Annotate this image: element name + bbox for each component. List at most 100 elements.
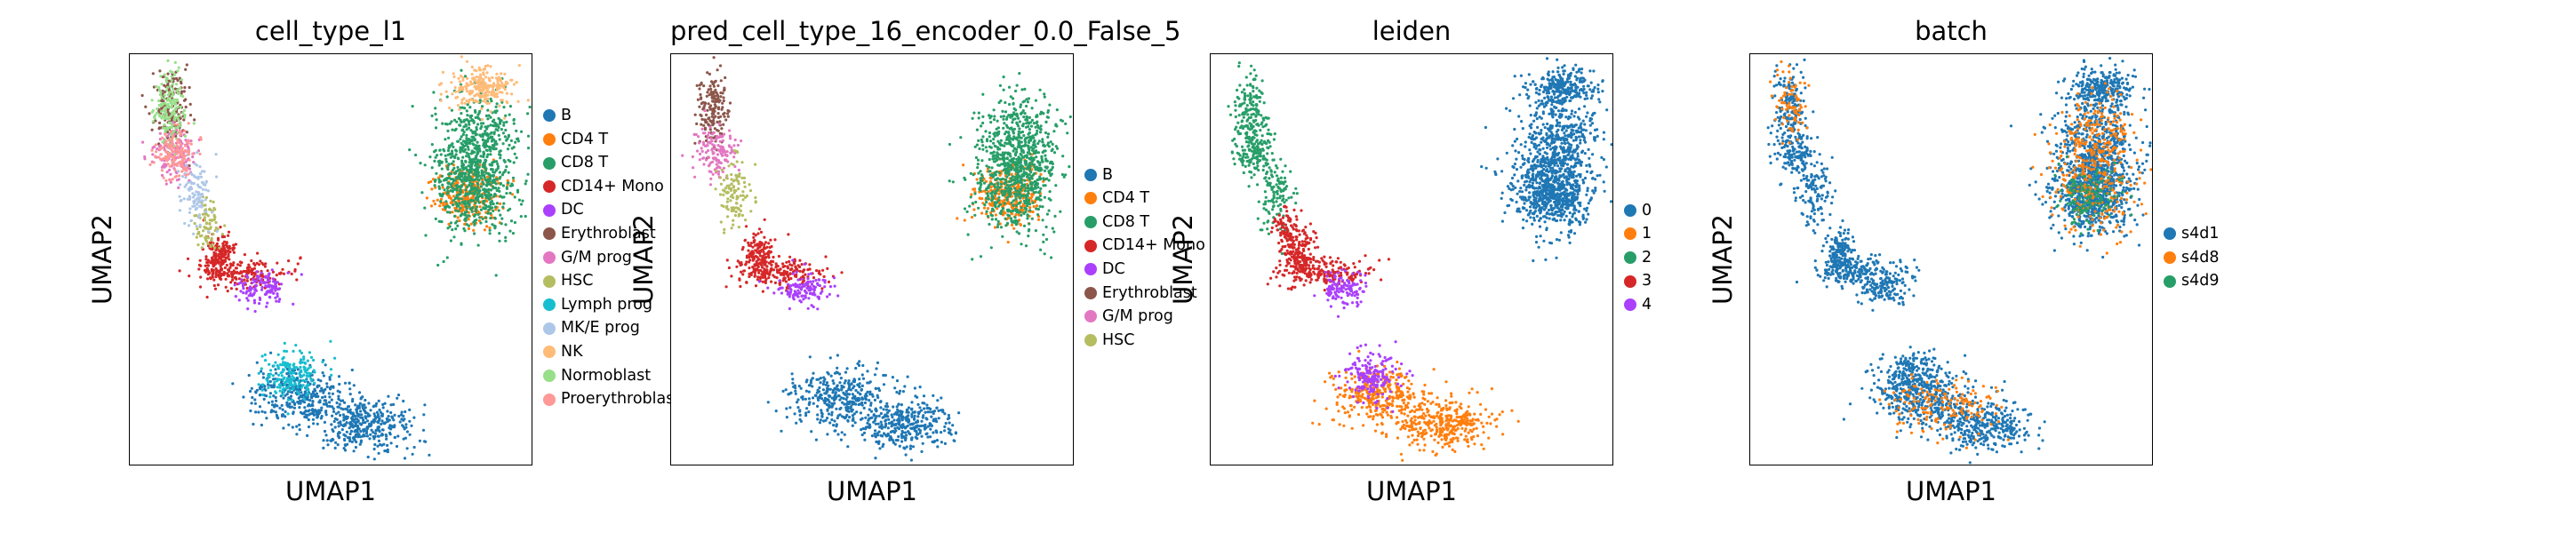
scatter-point [1039,172,1043,176]
scatter-point [516,139,520,143]
scatter-point [205,295,209,299]
scatter-point [924,410,927,414]
scatter-point [1014,195,1018,198]
scatter-point [276,281,279,284]
scatter-point [502,123,506,127]
scatter-point [258,302,261,306]
scatter-point [386,419,389,424]
scatter-point [251,294,254,298]
scatter-point [167,98,171,101]
scatter-point [464,204,468,208]
scatter-point [514,140,517,144]
scatter-point [365,419,370,423]
scatter-point [248,286,252,290]
scatter-point [486,175,490,179]
scatter-point [807,410,811,414]
scatter-point [860,428,863,432]
scatter-point [172,129,176,132]
scatter-point [182,90,186,93]
scatter-point [160,116,164,120]
scatter-point [238,264,242,267]
scatter-point [191,152,195,155]
scatter-point [176,140,180,144]
scatter-point [996,198,1001,203]
scatter-point [164,141,167,146]
scatter-point [447,147,451,150]
scatter-point [345,430,348,434]
scatter-point [268,272,271,275]
scatter-point [852,379,855,383]
scatter-point [212,200,215,203]
scatter-point [351,397,355,402]
scatter-point [408,148,412,152]
scatter-point [499,156,502,160]
scatter-point [357,391,362,394]
scatter-point [188,187,191,191]
scatter-point [895,379,900,383]
scatter-point [896,408,900,411]
scatter-point [461,146,465,149]
scatter-point [168,168,172,171]
scatter-point [831,388,835,393]
scatter-point [465,82,468,85]
scatter-point [332,407,335,410]
scatter-point [480,124,484,129]
scatter-point [996,131,999,135]
scatter-point [467,120,471,124]
scatter-point [498,153,501,156]
scatter-point [470,191,474,195]
scatter-point [430,114,434,117]
scatter-point [970,215,974,219]
scatter-point [490,163,494,167]
scatter-point [481,105,484,108]
scatter-point [819,381,822,385]
scatter-point [304,362,308,365]
scatter-point [457,204,460,208]
scatter-point [849,407,852,410]
scatter-point [204,188,208,192]
scatter-point [160,96,164,99]
scatter-point [1052,151,1057,155]
scatter-point [805,407,809,410]
scatter-point [1036,123,1039,127]
scatter-point [833,429,836,433]
scatter-point [994,226,997,229]
scatter-point [191,204,195,208]
scatter-point [250,402,253,405]
scatter-point [475,125,478,130]
scatter-point [321,360,324,364]
scatter-point [460,166,464,170]
scatter-point [512,161,516,164]
scatter-point [433,179,436,183]
scatter-point [389,410,393,415]
scatter-point [328,395,332,399]
scatter-point [495,188,499,193]
scatter-point [172,161,176,165]
scatter-point [196,163,199,167]
scatter-point [185,169,188,172]
scatter-point [164,129,167,132]
scatter-point [920,409,924,412]
scatter-point [906,424,909,427]
scatter-point [885,405,890,409]
scatter-point [473,68,476,72]
scatter-point [274,368,277,371]
scatter-point [463,118,467,122]
scatter-point [208,221,212,226]
scatter-point [857,396,860,400]
scatter-point [214,226,218,230]
scatter-point [445,192,449,195]
scatter-point [302,373,306,377]
scatter-point [437,180,441,184]
scatter-point [877,442,881,445]
scatter-point [910,401,914,404]
scatter-point [282,390,286,394]
scatter-point [836,433,840,436]
scatter-point [254,391,258,394]
scatter-point [198,285,203,289]
scatter-point [1036,218,1041,221]
scatter-point [310,396,314,400]
scatter-point [264,284,268,288]
scatter-point [465,137,468,140]
scatter-point [196,177,200,180]
